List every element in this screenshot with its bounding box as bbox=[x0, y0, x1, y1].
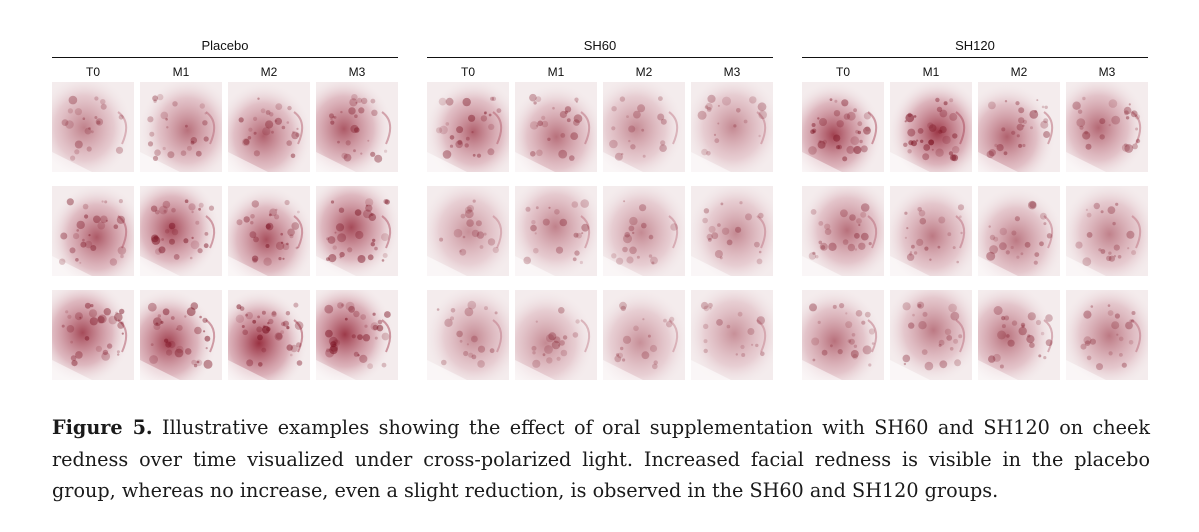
figure-label: Figure 5. bbox=[52, 416, 153, 440]
cheek-photo bbox=[515, 186, 597, 276]
group-placebo: Placebo T0 M1 M2 M3 bbox=[52, 38, 398, 82]
caption-text: Illustrative examples showing the effect… bbox=[52, 416, 1150, 503]
timepoint-label: M3 bbox=[723, 65, 741, 79]
cheek-photo bbox=[978, 82, 1060, 172]
cheek-photo bbox=[890, 82, 972, 172]
timepoint-label: M2 bbox=[635, 65, 653, 79]
cheek-photo bbox=[691, 290, 773, 380]
group-sh120: SH120 T0 M1 M2 M3 bbox=[802, 38, 1148, 82]
cheek-photo bbox=[140, 186, 222, 276]
cheek-photo bbox=[515, 82, 597, 172]
timepoint-label: T0 bbox=[85, 65, 100, 79]
cheek-photo bbox=[802, 290, 884, 380]
cheek-photo bbox=[691, 186, 773, 276]
timepoint-label: M2 bbox=[260, 65, 278, 79]
cheek-photo bbox=[427, 82, 509, 172]
cheek-photo bbox=[978, 186, 1060, 276]
cheek-photo bbox=[603, 186, 685, 276]
cheek-photo bbox=[515, 290, 597, 380]
cheek-photo bbox=[890, 290, 972, 380]
cheek-photo bbox=[1066, 290, 1148, 380]
cheek-photo bbox=[228, 186, 310, 276]
cheek-photo bbox=[228, 82, 310, 172]
timepoint-label: M3 bbox=[348, 65, 366, 79]
cheek-photo bbox=[427, 186, 509, 276]
cheek-photo bbox=[52, 186, 134, 276]
cheek-photo bbox=[890, 186, 972, 276]
timepoint-label: M2 bbox=[1010, 65, 1028, 79]
timepoint-label: T0 bbox=[835, 65, 850, 79]
timepoint-label: M3 bbox=[1098, 65, 1116, 79]
cheek-photo bbox=[316, 82, 398, 172]
cheek-photo bbox=[978, 290, 1060, 380]
group-title: Placebo bbox=[201, 38, 249, 53]
timepoint-label: T0 bbox=[460, 65, 475, 79]
timepoint-label: M1 bbox=[922, 65, 940, 79]
cheek-photo bbox=[691, 82, 773, 172]
group-title: SH60 bbox=[583, 38, 617, 53]
cheek-photo bbox=[52, 290, 134, 380]
group-bracket-line bbox=[802, 57, 1148, 58]
group-sh60: SH60 T0 M1 M2 M3 bbox=[427, 38, 773, 82]
cheek-photo bbox=[228, 290, 310, 380]
figure-caption: Figure 5. Illustrative examples showing … bbox=[52, 412, 1150, 507]
timepoint-label: M1 bbox=[172, 65, 190, 79]
cheek-photo bbox=[603, 82, 685, 172]
timepoint-label: M1 bbox=[547, 65, 565, 79]
group-title: SH120 bbox=[955, 38, 995, 53]
cheek-photo bbox=[140, 82, 222, 172]
cheek-photo bbox=[316, 290, 398, 380]
group-bracket-line bbox=[427, 57, 773, 58]
cheek-photo bbox=[427, 290, 509, 380]
cheek-photo bbox=[1066, 186, 1148, 276]
cheek-photo bbox=[140, 290, 222, 380]
cheek-photo bbox=[802, 186, 884, 276]
cheek-photo bbox=[802, 82, 884, 172]
cheek-photo bbox=[1066, 82, 1148, 172]
group-bracket-line bbox=[52, 57, 398, 58]
cheek-photo bbox=[316, 186, 398, 276]
cheek-photo bbox=[603, 290, 685, 380]
cheek-photo bbox=[52, 82, 134, 172]
